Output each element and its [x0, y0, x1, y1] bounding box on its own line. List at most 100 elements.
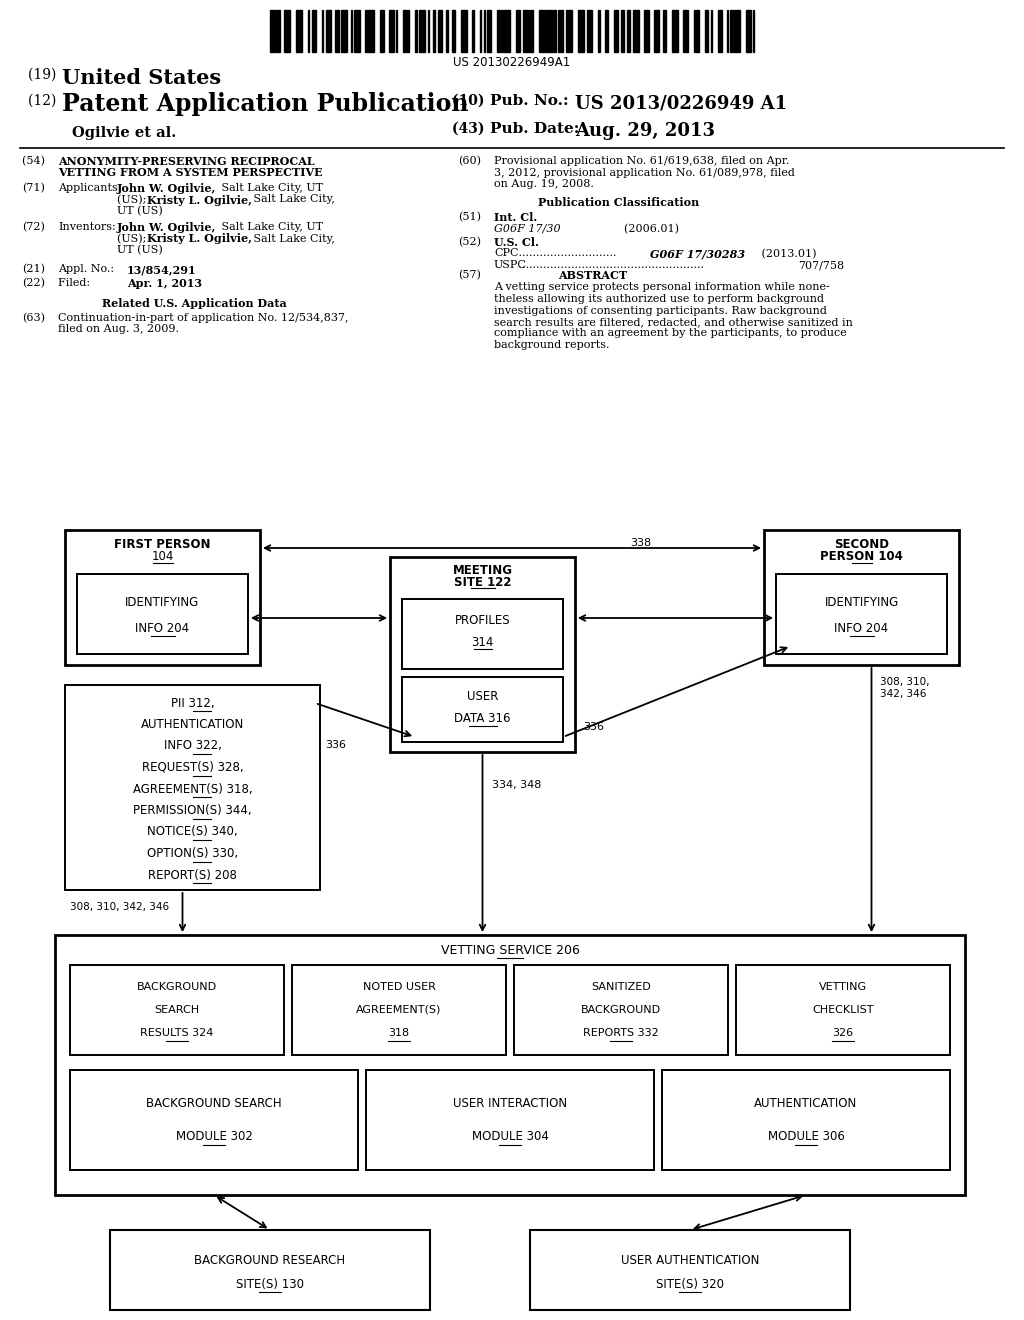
Bar: [530, 1230, 850, 1309]
Text: SECOND: SECOND: [834, 537, 889, 550]
Text: 308, 310,: 308, 310,: [880, 677, 929, 686]
Bar: [587, 11, 592, 51]
Text: (2013.01): (2013.01): [758, 248, 816, 259]
Bar: [403, 11, 406, 51]
Bar: [402, 677, 563, 742]
Bar: [285, 11, 290, 51]
Text: VETTING FROM A SYSTEM PERSPECTIVE: VETTING FROM A SYSTEM PERSPECTIVE: [58, 168, 323, 178]
Text: ............................: ............................: [515, 248, 620, 259]
Bar: [633, 11, 639, 51]
Text: SITE 122: SITE 122: [454, 576, 511, 589]
Bar: [428, 11, 429, 51]
Text: 318: 318: [388, 1027, 410, 1038]
Bar: [627, 11, 630, 51]
Text: 326: 326: [833, 1027, 854, 1038]
Text: filed on Aug. 3, 2009.: filed on Aug. 3, 2009.: [58, 325, 179, 334]
Text: 707/758: 707/758: [798, 260, 844, 271]
Text: (63): (63): [22, 313, 45, 323]
Bar: [296, 11, 302, 51]
Text: (12): (12): [28, 94, 60, 108]
Text: PROFILES: PROFILES: [455, 615, 510, 627]
Text: AUTHENTICATION: AUTHENTICATION: [141, 718, 244, 731]
Text: theless allowing its authorized use to perform background: theless allowing its authorized use to p…: [494, 294, 824, 304]
Bar: [270, 11, 275, 51]
Bar: [292, 965, 506, 1055]
Text: (52): (52): [458, 238, 481, 247]
Text: Pub. Date:: Pub. Date:: [490, 121, 580, 136]
Bar: [776, 574, 947, 653]
Bar: [644, 11, 648, 51]
Text: REPORT(S) 208: REPORT(S) 208: [148, 869, 237, 882]
Bar: [110, 1230, 430, 1309]
Bar: [486, 11, 492, 51]
Bar: [408, 11, 409, 51]
Text: (54): (54): [22, 156, 55, 166]
Bar: [734, 11, 739, 51]
Text: MODULE 302: MODULE 302: [175, 1130, 253, 1143]
Text: on Aug. 19, 2008.: on Aug. 19, 2008.: [494, 180, 594, 189]
Text: UT (US): UT (US): [117, 206, 163, 216]
Bar: [706, 11, 708, 51]
Text: Applicants:: Applicants:: [58, 183, 122, 193]
Text: Apr. 1, 2013: Apr. 1, 2013: [127, 279, 202, 289]
Text: background reports.: background reports.: [494, 341, 609, 350]
Text: Patent Application Publication: Patent Application Publication: [62, 92, 469, 116]
Bar: [539, 11, 545, 51]
Text: A vetting service protects personal information while none-: A vetting service protects personal info…: [494, 282, 829, 293]
Text: REPORTS 332: REPORTS 332: [583, 1027, 658, 1038]
Text: VETTING: VETTING: [819, 982, 867, 993]
Text: (2006.01): (2006.01): [589, 223, 679, 234]
Text: Salt Lake City,: Salt Lake City,: [250, 234, 335, 243]
Text: Continuation-in-part of application No. 12/534,837,: Continuation-in-part of application No. …: [58, 313, 348, 323]
Bar: [558, 11, 563, 51]
Text: (19): (19): [28, 69, 60, 82]
Bar: [446, 11, 447, 51]
Bar: [65, 531, 260, 665]
Bar: [312, 11, 316, 51]
Text: investigations of consenting participants. Raw background: investigations of consenting participant…: [494, 305, 826, 315]
Bar: [437, 11, 442, 51]
Text: Ogilvie et al.: Ogilvie et al.: [72, 125, 176, 140]
Text: (22): (22): [22, 279, 45, 288]
Bar: [335, 11, 339, 51]
Text: 13/854,291: 13/854,291: [127, 264, 197, 275]
Bar: [730, 11, 732, 51]
Text: Related U.S. Application Data: Related U.S. Application Data: [102, 298, 287, 309]
Bar: [433, 11, 435, 51]
Bar: [366, 1071, 654, 1170]
Bar: [497, 11, 500, 51]
Text: PII 312,: PII 312,: [171, 697, 214, 710]
Bar: [504, 11, 510, 51]
Text: 336: 336: [583, 722, 604, 733]
Text: Salt Lake City, UT: Salt Lake City, UT: [218, 222, 323, 232]
Bar: [530, 11, 534, 51]
Text: MEETING: MEETING: [453, 564, 512, 577]
Bar: [753, 11, 755, 51]
Text: INFO 204: INFO 204: [135, 622, 189, 635]
Bar: [366, 11, 367, 51]
Bar: [718, 11, 722, 51]
Text: MODULE 304: MODULE 304: [472, 1130, 549, 1143]
Text: UT (US): UT (US): [117, 246, 163, 255]
Bar: [461, 11, 467, 51]
Text: BACKGROUND RESEARCH: BACKGROUND RESEARCH: [195, 1254, 345, 1267]
Bar: [736, 965, 950, 1055]
Bar: [502, 11, 503, 51]
Bar: [354, 11, 359, 51]
Text: USPC: USPC: [494, 260, 527, 271]
Bar: [278, 11, 281, 51]
Bar: [369, 11, 374, 51]
Bar: [351, 11, 352, 51]
Text: (US);: (US);: [117, 194, 150, 205]
Text: Salt Lake City,: Salt Lake City,: [250, 194, 335, 205]
Bar: [472, 11, 474, 51]
Text: REQUEST(S) 328,: REQUEST(S) 328,: [141, 762, 244, 774]
Bar: [696, 11, 699, 51]
Text: US 2013/0226949 A1: US 2013/0226949 A1: [575, 94, 787, 112]
Text: (57): (57): [458, 271, 481, 280]
Text: RESULTS 324: RESULTS 324: [140, 1027, 214, 1038]
Text: (72): (72): [22, 222, 45, 232]
Text: U.S. Cl.: U.S. Cl.: [494, 238, 539, 248]
Bar: [553, 11, 556, 51]
Bar: [672, 11, 678, 51]
